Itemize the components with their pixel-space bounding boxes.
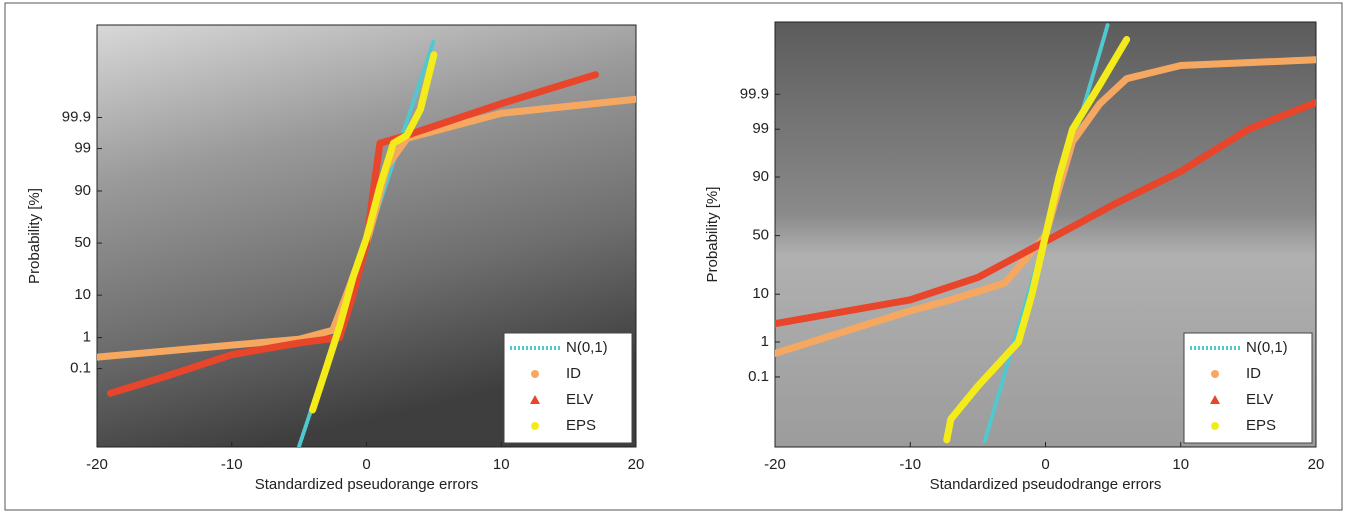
- y-tick-label: 0.1: [748, 368, 769, 385]
- x-tick-label: -20: [86, 456, 108, 473]
- y-tick-label: 10: [752, 285, 769, 302]
- series-line: [309, 51, 438, 414]
- legend-label: ID: [566, 365, 581, 382]
- x-axis-label: Standardized pseudodrange errors: [930, 476, 1162, 493]
- x-tick-label: 20: [1308, 456, 1325, 473]
- y-tick-label: 90: [74, 182, 91, 199]
- x-tick-label: -20: [764, 456, 786, 473]
- legend-box: [1183, 332, 1313, 444]
- y-tick-label: 50: [74, 234, 91, 251]
- legend-label: EPS: [566, 417, 596, 434]
- x-tick-label: 20: [628, 456, 645, 473]
- x-tick-label: -10: [221, 456, 243, 473]
- y-tick-label: 99.9: [740, 85, 769, 102]
- series-line: [775, 98, 1316, 328]
- legend-label: N(0,1): [566, 339, 608, 356]
- frame: [4, 2, 1343, 511]
- series-line: [106, 71, 600, 397]
- y-tick-label: 50: [752, 227, 769, 244]
- legend-label: N(0,1): [1246, 339, 1288, 356]
- legend-swatch: [530, 395, 540, 404]
- legend-swatch: [531, 370, 539, 378]
- legend-label: ID: [1246, 365, 1261, 382]
- y-tick-label: 99: [74, 140, 91, 157]
- legend-swatch: [1210, 395, 1220, 404]
- x-tick-label: 0: [1041, 456, 1049, 473]
- legend-label: ELV: [566, 391, 593, 408]
- x-tick-label: 10: [1172, 456, 1189, 473]
- x-tick-label: 0: [362, 456, 370, 473]
- x-axis-label: Standardized pseudorange errors: [255, 476, 478, 493]
- legend-swatch: [531, 422, 539, 430]
- x-tick-label: 10: [493, 456, 510, 473]
- y-axis-label: Probability [%]: [704, 187, 721, 283]
- plot-area: [775, 22, 1316, 444]
- x-tick-label: -10: [899, 456, 921, 473]
- y-tick-label: 1: [83, 329, 91, 346]
- y-tick-label: 99.9: [62, 108, 91, 125]
- legend-swatch: [1211, 422, 1219, 430]
- series-line: [943, 35, 1131, 444]
- y-tick-label: 90: [752, 168, 769, 185]
- legend-box: [503, 332, 633, 444]
- y-tick-label: 10: [74, 286, 91, 303]
- legend-swatch: [1211, 370, 1219, 378]
- plot-area: [97, 38, 636, 447]
- y-tick-label: 1: [761, 333, 769, 350]
- y-axis-label: Probability [%]: [26, 188, 43, 284]
- legend-label: EPS: [1246, 417, 1276, 434]
- y-tick-label: 0.1: [70, 360, 91, 377]
- y-tick-label: 99: [752, 120, 769, 137]
- legend-label: ELV: [1246, 391, 1273, 408]
